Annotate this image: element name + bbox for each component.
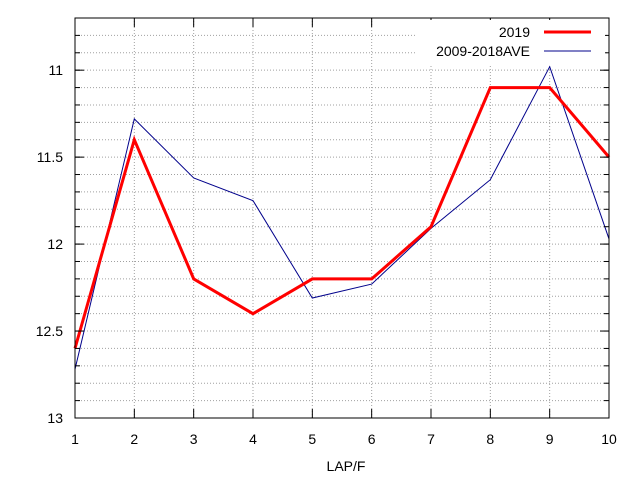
y-tick-label: 12.5 [36,323,63,339]
x-tick-labels: 1 2 3 4 5 6 7 8 9 10 [71,431,617,447]
x-tick-label: 4 [249,431,257,447]
y-tick-label: 11.5 [37,149,63,165]
grid [74,17,610,419]
legend: 2019 2009-2018AVE [415,20,605,64]
series-lines [73,65,611,370]
x-tick-label: 6 [368,431,376,447]
series-line-current [73,86,611,349]
x-tick-label: 5 [308,431,316,447]
y-tick-label: 11 [48,62,63,78]
series-line-average [74,65,610,370]
y-tick-label: 13 [47,410,63,426]
y-tick-labels: 11 11.5 12 12.5 13 [36,62,63,426]
legend-label: 2019 [499,24,530,40]
plot-frame [74,17,610,419]
x-tick-label: 10 [601,431,617,447]
y-tick-label: 12 [47,236,63,252]
x-axis-label: LAP/F [327,458,366,474]
x-tick-label: 3 [190,431,198,447]
x-tick-label: 1 [71,431,79,447]
x-tick-label: 7 [427,431,435,447]
legend-background [415,20,605,64]
x-tick-label: 9 [546,431,554,447]
x-tick-label: 2 [130,431,138,447]
x-tick-label: 8 [486,431,494,447]
axis-ticks [74,17,610,419]
legend-label: 2009-2018AVE [436,43,530,59]
